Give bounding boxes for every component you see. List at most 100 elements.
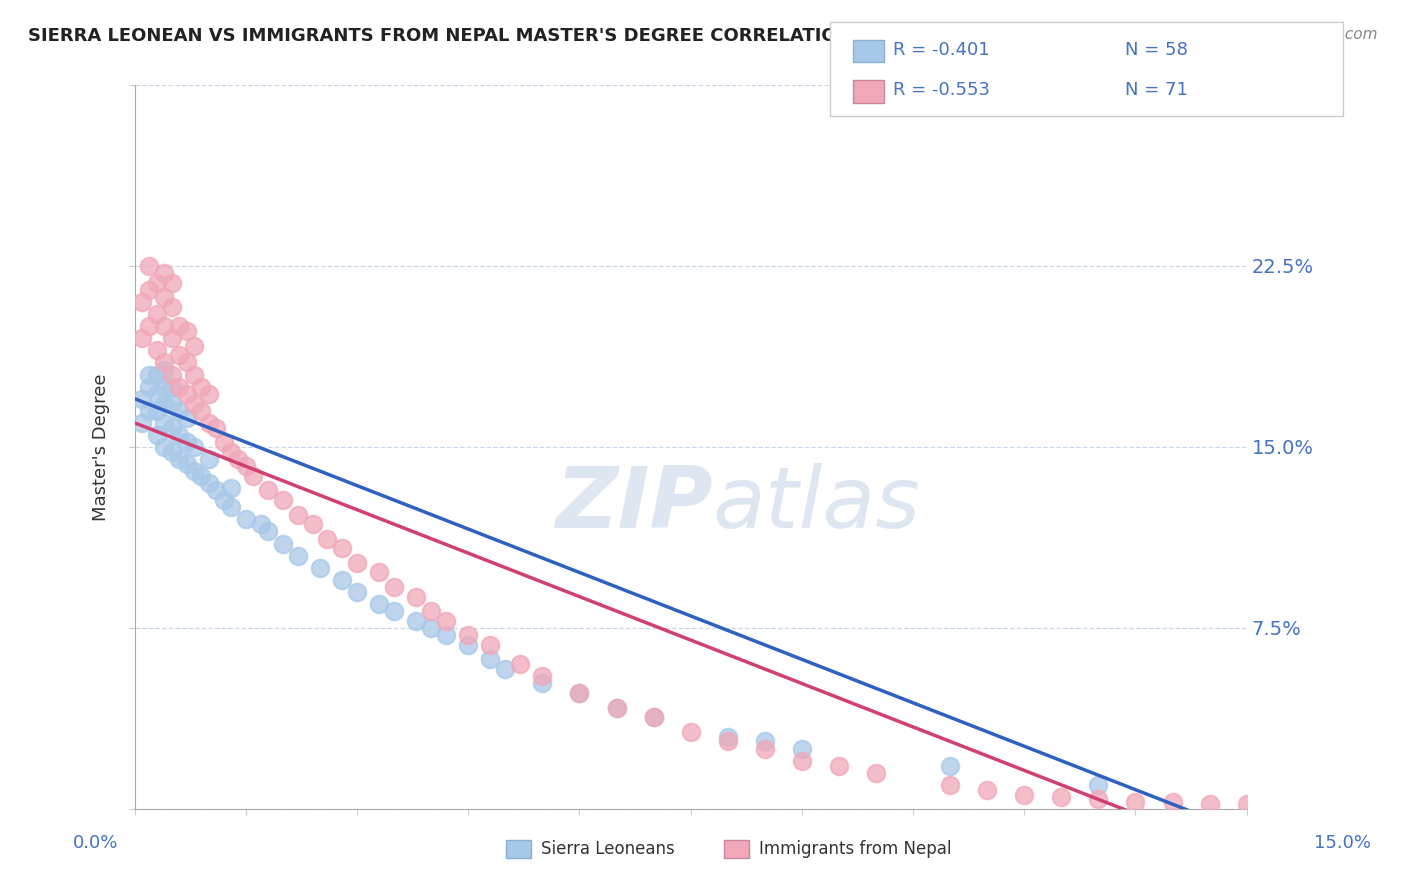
Point	[138, 379, 160, 393]
Point	[976, 782, 998, 797]
Point	[1161, 795, 1184, 809]
Point	[167, 379, 190, 393]
Point	[865, 765, 887, 780]
Point	[531, 676, 554, 690]
Text: 15.0%: 15.0%	[1315, 834, 1371, 852]
Point	[382, 604, 405, 618]
Point	[479, 638, 502, 652]
Point	[405, 590, 427, 604]
Text: N = 71: N = 71	[1125, 81, 1188, 99]
Point	[176, 324, 198, 338]
Point	[568, 686, 591, 700]
Point	[176, 457, 198, 471]
Point	[1236, 797, 1258, 812]
Point	[160, 300, 183, 314]
Point	[235, 512, 257, 526]
Point	[138, 259, 160, 273]
Point	[138, 404, 160, 418]
Point	[160, 331, 183, 345]
Point	[167, 428, 190, 442]
Point	[420, 621, 443, 635]
Point	[568, 686, 591, 700]
Point	[146, 428, 169, 442]
Point	[160, 445, 183, 459]
Point	[219, 445, 242, 459]
Point	[190, 379, 212, 393]
Point	[1272, 797, 1295, 812]
Point	[183, 440, 205, 454]
Point	[167, 348, 190, 362]
Text: Source: ZipAtlas.com: Source: ZipAtlas.com	[1215, 27, 1378, 42]
Point	[790, 754, 813, 768]
Point	[316, 532, 339, 546]
Point	[183, 396, 205, 410]
Y-axis label: Master's Degree: Master's Degree	[93, 373, 110, 521]
Point	[205, 483, 228, 498]
Point	[176, 387, 198, 401]
Point	[382, 580, 405, 594]
Point	[160, 379, 183, 393]
Point	[176, 355, 198, 369]
Point	[146, 404, 169, 418]
Point	[330, 573, 353, 587]
Point	[197, 416, 219, 430]
Point	[183, 464, 205, 478]
Point	[138, 319, 160, 334]
Point	[153, 319, 176, 334]
Point	[146, 343, 169, 358]
Point	[167, 452, 190, 467]
Point	[212, 493, 235, 508]
Point	[197, 476, 219, 491]
Text: 0.0%: 0.0%	[73, 834, 118, 852]
Point	[434, 628, 457, 642]
Point	[434, 614, 457, 628]
Point	[197, 452, 219, 467]
Point	[153, 363, 176, 377]
Point	[1198, 797, 1220, 812]
Point	[287, 508, 309, 522]
Point	[531, 669, 554, 683]
Text: R = -0.553: R = -0.553	[893, 81, 990, 99]
Point	[212, 435, 235, 450]
Text: SIERRA LEONEAN VS IMMIGRANTS FROM NEPAL MASTER'S DEGREE CORRELATION CHART: SIERRA LEONEAN VS IMMIGRANTS FROM NEPAL …	[28, 27, 925, 45]
Point	[242, 469, 264, 483]
Point	[717, 730, 740, 744]
Point	[131, 331, 153, 345]
Point	[368, 566, 391, 580]
Point	[346, 556, 368, 570]
Point	[257, 524, 280, 539]
Point	[309, 560, 332, 574]
Point	[330, 541, 353, 556]
Point	[235, 459, 257, 474]
Point	[190, 404, 212, 418]
Point	[146, 276, 169, 290]
Point	[1050, 789, 1073, 804]
Point	[1087, 778, 1109, 792]
Point	[153, 416, 176, 430]
Point	[605, 700, 627, 714]
Text: R = -0.401: R = -0.401	[893, 40, 990, 59]
Point	[153, 440, 176, 454]
Point	[368, 597, 391, 611]
Point	[131, 392, 153, 406]
Point	[153, 355, 176, 369]
Text: Immigrants from Nepal: Immigrants from Nepal	[759, 840, 952, 858]
Point	[160, 396, 183, 410]
Point	[790, 741, 813, 756]
Point	[1125, 795, 1147, 809]
Point	[146, 307, 169, 321]
Point	[257, 483, 280, 498]
Point	[249, 517, 271, 532]
Point	[167, 404, 190, 418]
Point	[1295, 799, 1317, 814]
Point	[160, 368, 183, 382]
Point	[138, 368, 160, 382]
Point	[176, 435, 198, 450]
Point	[420, 604, 443, 618]
Point	[494, 662, 516, 676]
Point	[457, 628, 479, 642]
Point	[679, 724, 702, 739]
Point	[287, 549, 309, 563]
Point	[219, 481, 242, 495]
Point	[754, 741, 776, 756]
